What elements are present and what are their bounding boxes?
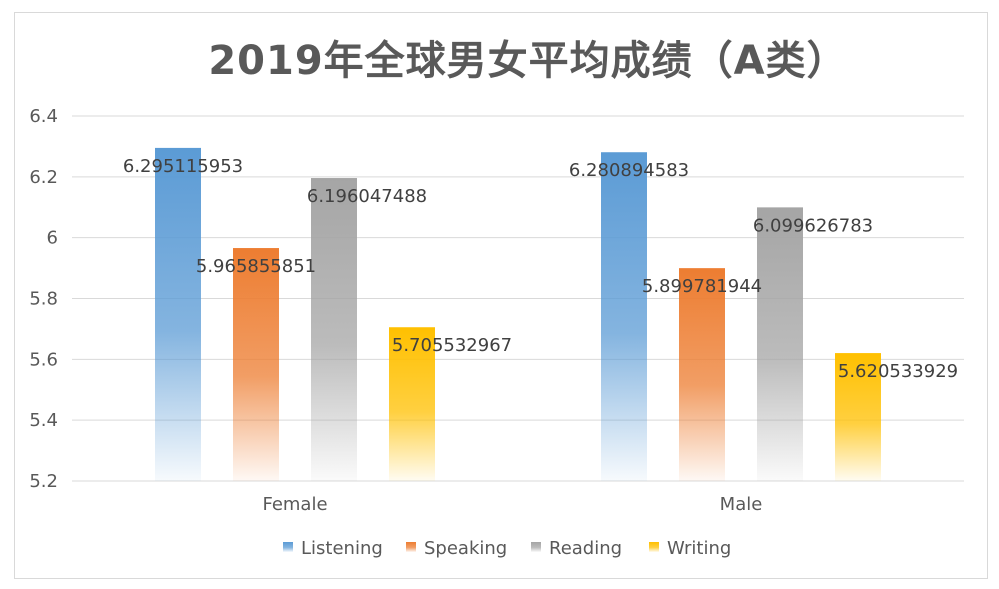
- bar-listening-female: [155, 147, 201, 482]
- data-label: 6.280894583: [569, 160, 689, 181]
- bar-listening-male: [601, 152, 647, 481]
- y-tick-label: 6: [47, 228, 58, 249]
- legend-label-listening: Listening: [301, 538, 383, 559]
- bar-reading-female: [311, 178, 357, 481]
- chart-title: 2019年全球男女平均成绩（A类）: [208, 38, 847, 84]
- data-label: 5.705532967: [392, 335, 512, 356]
- x-category-label: Female: [262, 494, 327, 515]
- y-tick-label: 5.6: [29, 349, 58, 370]
- legend-swatch-writing: [649, 542, 659, 552]
- data-label: 5.620533929: [838, 361, 958, 382]
- legend-label-speaking: Speaking: [424, 538, 507, 559]
- bar-speaking-male: [679, 268, 725, 481]
- x-category-label: Male: [720, 494, 763, 515]
- data-label: 5.965855851: [196, 256, 316, 277]
- legend-label-writing: Writing: [667, 538, 731, 559]
- legend-swatch-reading: [531, 542, 541, 552]
- y-tick-label: 6.2: [29, 167, 58, 188]
- y-tick-label: 5.2: [29, 471, 58, 492]
- data-label: 6.196047488: [307, 186, 427, 207]
- y-tick-label: 5.8: [29, 289, 58, 310]
- bar-speaking-female: [233, 248, 279, 481]
- legend-swatch-speaking: [406, 542, 416, 552]
- data-label: 6.295115953: [123, 156, 243, 177]
- bar-reading-male: [757, 207, 803, 481]
- legend-swatch-listening: [283, 542, 293, 552]
- bar-writing-male: [835, 353, 881, 481]
- y-tick-label: 6.4: [29, 106, 58, 127]
- bar-writing-female: [389, 327, 435, 481]
- data-label: 5.899781944: [642, 276, 762, 297]
- data-label: 6.099626783: [753, 215, 873, 236]
- y-tick-label: 5.4: [29, 410, 58, 431]
- legend-label-reading: Reading: [549, 538, 622, 559]
